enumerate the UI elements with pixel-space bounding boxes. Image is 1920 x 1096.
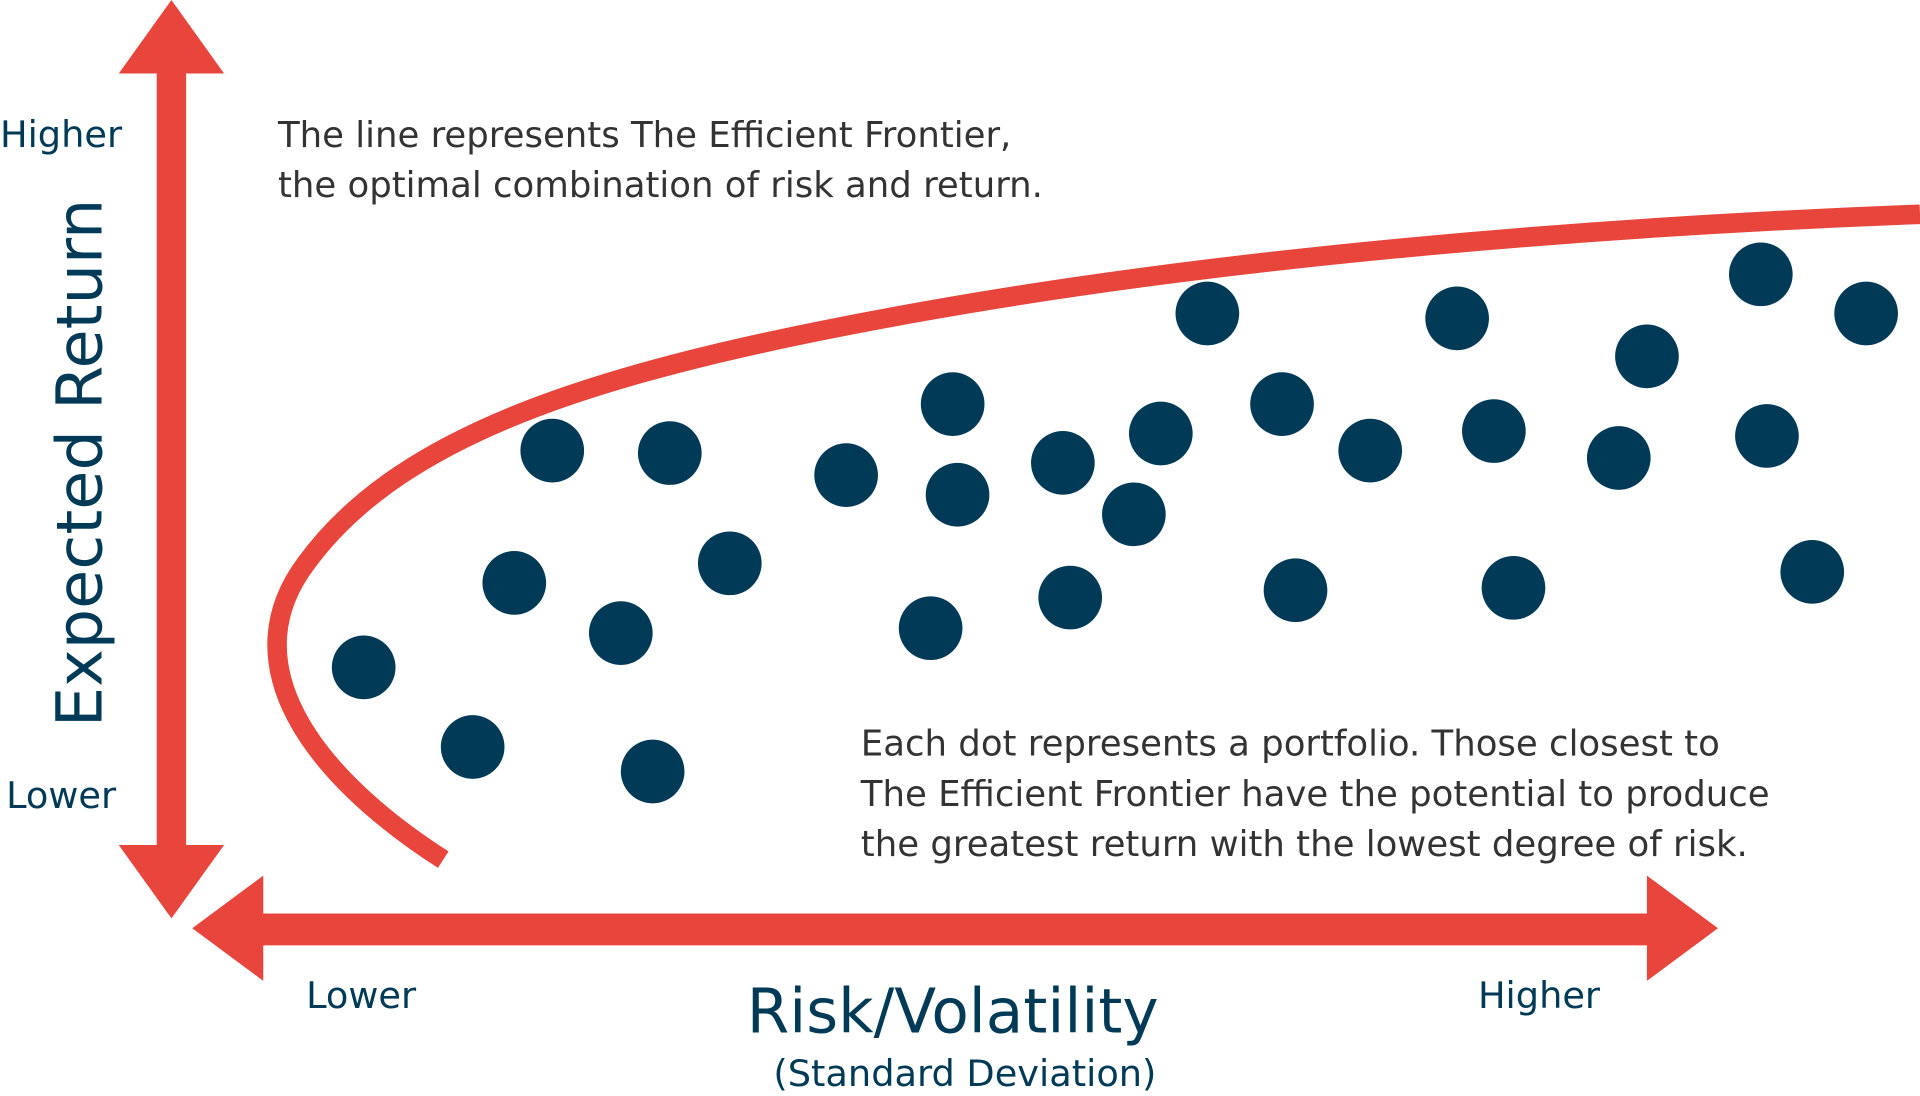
dot bbox=[1586, 426, 1651, 490]
dots-note-line: The Efficient Frontier have the potentia… bbox=[860, 774, 1770, 815]
dot bbox=[1780, 540, 1845, 604]
dot bbox=[1175, 281, 1240, 346]
efficient-frontier bbox=[267, 204, 1920, 868]
dot bbox=[1128, 401, 1193, 466]
y-high-label: Higher bbox=[0, 113, 123, 156]
dot bbox=[1735, 404, 1799, 468]
dot bbox=[697, 531, 762, 596]
y-arrow-head-bottom bbox=[118, 844, 225, 919]
dot bbox=[520, 418, 585, 483]
dot bbox=[1031, 431, 1095, 495]
dot bbox=[331, 635, 396, 700]
x-axis-arrow bbox=[192, 875, 1718, 981]
x-low-label: Lower bbox=[306, 974, 417, 1017]
dot bbox=[1038, 565, 1103, 630]
y-axis-title: Expected Return bbox=[44, 199, 118, 727]
dot bbox=[482, 551, 547, 615]
dot bbox=[440, 715, 505, 779]
dot bbox=[920, 372, 985, 436]
x-arrow-head-left bbox=[192, 875, 264, 981]
dots-note-line: Each dot represents a portfolio. Those c… bbox=[861, 724, 1720, 765]
dot bbox=[1481, 555, 1546, 620]
x-arrow-head-right bbox=[1646, 875, 1718, 981]
x-axis-title: Risk/Volatility bbox=[747, 976, 1159, 1047]
dots-note-line: the greatest return with the lowest degr… bbox=[861, 824, 1748, 865]
dot bbox=[814, 443, 878, 507]
x-axis-subtitle: (Standard Deviation) bbox=[773, 1052, 1156, 1095]
dot bbox=[1338, 418, 1403, 483]
dot bbox=[925, 462, 990, 527]
dot bbox=[898, 596, 963, 661]
frontier-note-line: The line represents The Efficient Fronti… bbox=[277, 115, 1011, 156]
portfolio-dots bbox=[331, 242, 1898, 804]
dot bbox=[1263, 558, 1328, 623]
dot bbox=[1425, 286, 1489, 351]
dot bbox=[1462, 399, 1526, 463]
y-axis-arrow bbox=[118, 0, 225, 919]
frontier-note-line: the optimal combination of risk and retu… bbox=[278, 165, 1043, 206]
y-arrow-head-top bbox=[118, 0, 225, 74]
dot bbox=[620, 739, 685, 804]
dot bbox=[1615, 324, 1679, 389]
x-high-label: Higher bbox=[1478, 974, 1601, 1017]
dot bbox=[637, 421, 702, 485]
dot bbox=[588, 601, 653, 665]
y-arrow-shaft bbox=[156, 61, 187, 858]
dot bbox=[1102, 482, 1166, 547]
dot bbox=[1728, 242, 1793, 307]
y-low-label: Lower bbox=[6, 774, 117, 817]
dot bbox=[1834, 281, 1898, 346]
dot bbox=[1250, 372, 1314, 436]
x-arrow-shaft bbox=[257, 913, 1654, 946]
